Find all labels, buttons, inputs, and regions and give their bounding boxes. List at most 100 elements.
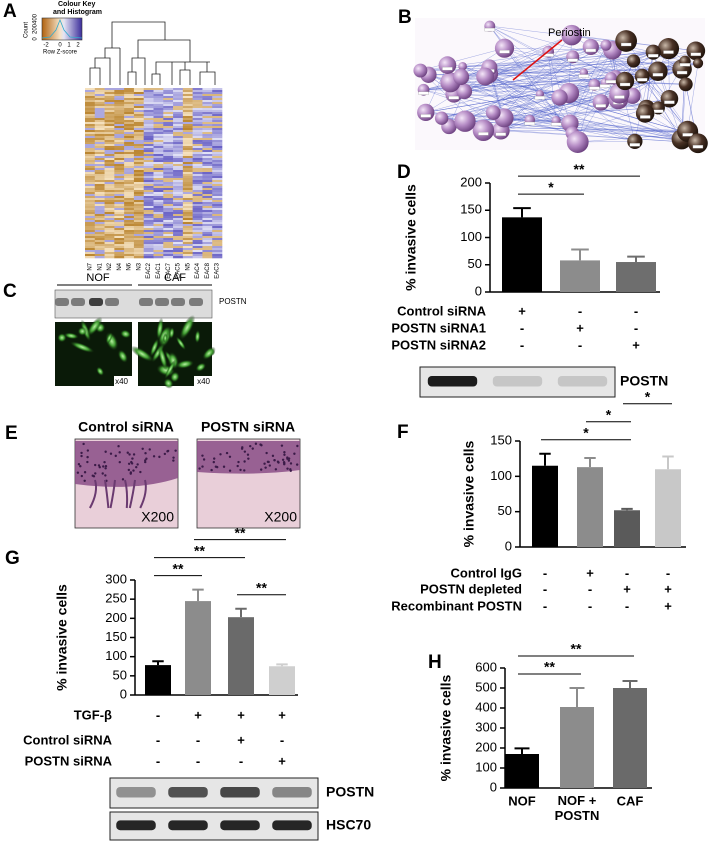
heatmap-cell: [163, 114, 174, 117]
heatmap-cell: [182, 88, 193, 91]
nucleus: [144, 460, 147, 464]
network-node: [438, 56, 457, 74]
heatmap-cell: [202, 240, 213, 243]
node-tag: [585, 48, 596, 53]
heatmap-cell: [182, 200, 193, 203]
heatmap-cell: [94, 202, 105, 205]
bar: [269, 666, 295, 695]
heatmap-cell: [85, 130, 96, 133]
heatmap-cell: [173, 116, 184, 119]
heatmap-cell: [153, 136, 164, 139]
heatmap-cell: [212, 188, 223, 191]
nucleus: [127, 462, 131, 466]
heatmap-cell: [173, 184, 184, 187]
heatmap-cell: [212, 182, 223, 185]
heatmap-cell: [85, 146, 96, 149]
heatmap-cell: [114, 230, 125, 233]
network-edge: [453, 93, 601, 103]
heatmap-cell: [202, 250, 213, 253]
heatmap-cell: [85, 234, 96, 237]
heatmap-cell: [85, 156, 96, 159]
heatmap-cell: [212, 134, 223, 137]
heatmap-cell: [143, 224, 154, 227]
heatmap-cell: [143, 228, 154, 231]
heatmap-cell: [133, 196, 145, 199]
heatmap-cell: [114, 120, 125, 123]
heatmap-cell: [192, 220, 203, 223]
heatmap-cell: [124, 180, 135, 183]
key-gradient: [41, 17, 83, 41]
heatmap-cell: [143, 158, 154, 161]
sample-label: N2: [107, 262, 113, 270]
heatmap-cell: [104, 236, 115, 239]
network-edge: [485, 76, 692, 134]
nucleus: [202, 458, 206, 461]
heatmap-cell: [202, 198, 213, 201]
heatmap-cell: [94, 232, 105, 235]
heatmap-cell: [212, 242, 223, 245]
heatmap-cell: [133, 212, 145, 215]
y-tick-label: 150: [105, 629, 127, 644]
bar: [145, 665, 171, 695]
heatmap-cell: [85, 162, 96, 165]
heatmap-cell: [212, 150, 223, 153]
heatmap-cell: [182, 190, 193, 193]
heatmap-cell: [212, 190, 223, 193]
heatmap-cell: [192, 178, 203, 181]
nucleus: [296, 444, 299, 448]
heatmap-cell: [114, 236, 125, 239]
heatmap-cell: [153, 202, 164, 205]
heatmap-cell: [173, 140, 184, 143]
heatmap-cell: [192, 226, 203, 229]
y-tick-label: 150: [460, 202, 482, 217]
heatmap-cell: [212, 138, 223, 141]
heatmap-cell: [153, 220, 164, 223]
heatmap-cell: [133, 170, 145, 173]
nucleus: [201, 465, 204, 468]
heatmap-cell: [173, 114, 184, 117]
image-title: POSTN siRNA: [201, 419, 295, 435]
heatmap-cell: [104, 178, 115, 181]
heatmap-cell: [212, 230, 223, 233]
condition-mark: +: [664, 598, 672, 613]
heatmap-cell: [114, 138, 125, 141]
heatmap-cell: [85, 94, 96, 97]
annotation-arrow: [512, 39, 563, 81]
heatmap-cell: [104, 226, 115, 229]
heatmap-cell: [182, 154, 193, 157]
heatmap-cell: [104, 234, 115, 237]
heatmap-cell: [163, 154, 174, 157]
heatmap-cell: [143, 104, 154, 107]
nucleus: [80, 451, 83, 455]
heatmap-cell: [182, 240, 193, 243]
heatmap-cell: [114, 200, 125, 203]
heatmap-cell: [182, 186, 193, 189]
heatmap-cell: [202, 244, 213, 247]
nucleus: [77, 463, 81, 466]
heatmap-cell: [94, 252, 105, 255]
network-edge: [548, 51, 571, 124]
bar: [560, 260, 600, 292]
heatmap-cell: [202, 142, 213, 145]
heatmap-cell: [182, 92, 193, 95]
heatmap-cell: [182, 202, 193, 205]
bar: [228, 617, 254, 695]
heatmap-cell: [173, 178, 184, 181]
cell: [175, 359, 195, 369]
heatmap-cell: [143, 146, 154, 149]
heatmap-cell: [85, 102, 96, 105]
heatmap-cell: [85, 210, 96, 213]
heatmap-cell: [163, 92, 174, 95]
heatmap-cell: [182, 166, 193, 169]
network-node: [657, 38, 680, 60]
heatmap-cell: [153, 208, 164, 211]
heatmap-cell: [94, 132, 105, 135]
condition-mark: -: [196, 732, 200, 747]
blot-label: POSTN: [620, 373, 668, 389]
y-tick-label: 100: [105, 648, 127, 663]
heatmap-cell: [153, 192, 164, 195]
node-tag: [442, 66, 453, 71]
heatmap-cell: [124, 176, 135, 179]
heatmap-cell: [94, 206, 105, 209]
heatmap-cell: [104, 208, 115, 211]
